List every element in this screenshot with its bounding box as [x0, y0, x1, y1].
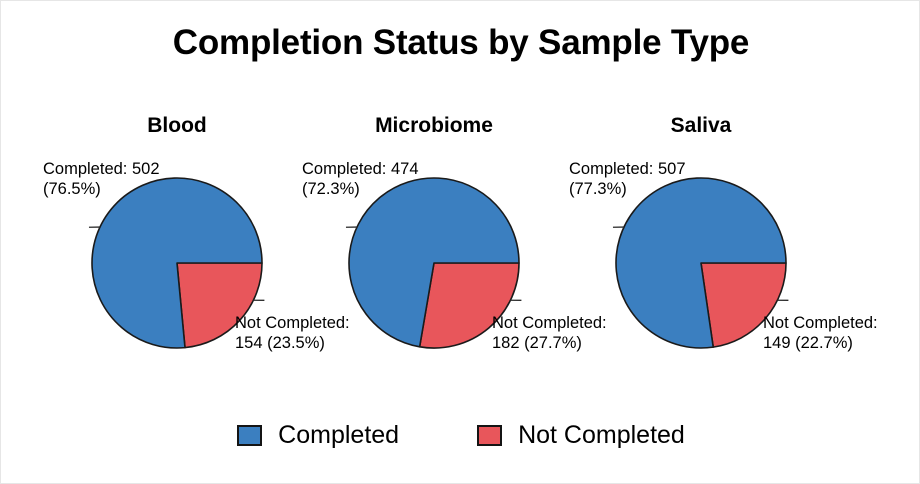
pie-chart-saliva: [612, 177, 789, 349]
legend-entry-not-completed: Not Completed: [477, 421, 685, 450]
pie-panel-saliva: Saliva Completed: 507 (77.3%) Not Comple…: [551, 1, 878, 483]
pie-panel-title-saliva: Saliva: [670, 114, 732, 137]
pie-wedge-not-completed: [700, 262, 787, 348]
legend-label-completed: Completed: [278, 421, 400, 449]
slice-label-not-completed-saliva: Not Completed: 149 (22.7%): [763, 314, 878, 352]
legend-swatch-completed: [237, 425, 263, 446]
legend-label-not-completed: Not Completed: [518, 421, 685, 449]
pie-panel-microbiome: Microbiome Completed: 474 (72.3%) Not Co…: [284, 1, 607, 483]
legend-entry-completed: Completed: [237, 421, 399, 450]
pie-wedge-completed: [348, 177, 520, 348]
slice-label-completed-microbiome: Completed: 474 (72.3%): [302, 160, 419, 198]
page-title: Completion Status by Sample Type: [172, 23, 750, 62]
slice-label-completed-saliva: Completed: 507 (77.3%): [569, 160, 686, 198]
slice-label-completed-blood: Completed: 502 (76.5%): [43, 160, 160, 198]
pie-chart-microbiome: [345, 177, 522, 349]
pie-chart-blood: [88, 177, 265, 349]
pie-panel-title-blood: Blood: [147, 114, 207, 137]
pie-wedge-completed: [91, 177, 263, 349]
pie-panel-title-microbiome: Microbiome: [375, 114, 493, 137]
legend-swatch-not-completed: [477, 425, 503, 446]
pie-wedge-not-completed: [176, 262, 263, 349]
pie-wedge-not-completed: [418, 262, 520, 349]
slice-label-not-completed-blood: Not Completed: 154 (23.5%): [235, 314, 350, 352]
pie-panel-blood: Blood Completed: 502 (76.5%) Not Complet…: [27, 1, 350, 483]
slice-label-not-completed-microbiome: Not Completed: 182 (27.7%): [492, 314, 607, 352]
chart-legend: Completed Not Completed: [1, 421, 919, 450]
pie-wedge-completed: [615, 177, 787, 349]
